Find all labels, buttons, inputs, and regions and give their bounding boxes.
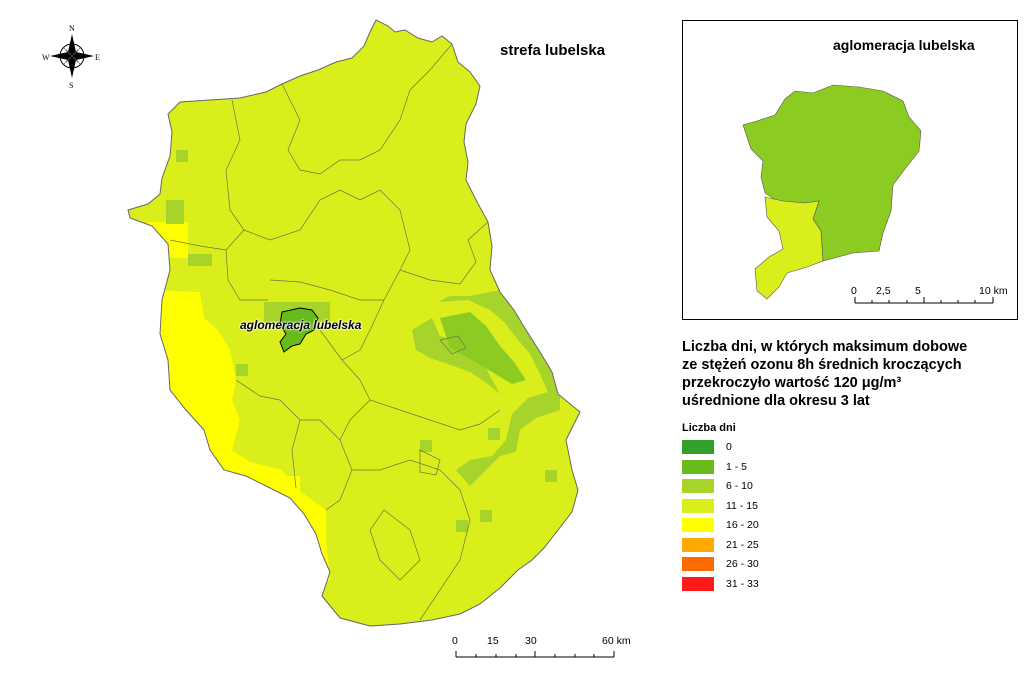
zone-6-10-cell [488, 428, 500, 440]
legend-swatch [682, 440, 714, 454]
legend-label: 11 - 15 [726, 499, 758, 512]
compass-s: S [69, 81, 73, 90]
legend-title-line: Liczba dni, w których maksimum dobowe [682, 339, 968, 355]
legend-label: 26 - 30 [726, 558, 759, 570]
zone-1-5-east [440, 312, 526, 384]
zone-6-10-cell [456, 520, 468, 532]
main-scalebar-tick-60: 60 km [602, 635, 631, 647]
legend-label: 21 - 25 [726, 538, 759, 551]
legend-swatch [682, 557, 714, 571]
legend-label: 6 - 10 [726, 480, 753, 492]
compass-e: E [95, 53, 100, 62]
zone-16-20-cell [270, 476, 300, 490]
legend-title-line: ze stężeń ozonu 8h średnich kroczących [682, 357, 962, 373]
legend-title-line: przekroczyło wartość 120 μg/m³ [682, 375, 902, 391]
compass-n: N [69, 24, 75, 33]
legend-item: 0 [682, 440, 732, 454]
compass-rose-icon [50, 34, 94, 78]
zone-6-10-east [438, 290, 560, 486]
voivodeship-outline [127, 19, 581, 627]
inset-scalebar-tick-10: 10 km [979, 285, 1008, 297]
legend-swatch [682, 518, 714, 532]
legend-item: 6 - 10 [682, 479, 753, 493]
zone-6-10-cell [420, 440, 432, 452]
zone-16-20-cell [148, 222, 188, 258]
main-scalebar-tick-30: 30 [525, 635, 537, 647]
legend-title-line: uśrednione dla okresu 3 lat [682, 393, 870, 409]
legend-swatch [682, 459, 714, 474]
zone-title: strefa lubelska [500, 42, 606, 59]
zone-6-10-cell [176, 150, 188, 162]
inset-map [742, 84, 994, 304]
zone-6-10-cell [480, 510, 492, 522]
legend-subtitle: Liczba dni [682, 422, 736, 434]
legend-swatch [682, 498, 714, 513]
legend-item: 16 - 20 [682, 518, 759, 532]
legend-swatch [682, 576, 714, 591]
inset-scalebar-tick-2-5: 2,5 [876, 285, 891, 297]
main-scalebar-tick-0: 0 [452, 635, 458, 647]
main-map: N S W E [42, 19, 615, 658]
legend-label: 1 - 5 [726, 460, 748, 473]
zone-6-10-cell [545, 470, 557, 482]
city-lublin-area [279, 307, 319, 353]
main-scalebar-tick-15: 15 [487, 635, 499, 647]
inset-scalebar-tick-5: 5 [915, 285, 921, 297]
district-boundaries [169, 43, 501, 621]
legend-label: 16 - 20 [726, 519, 759, 531]
inset-scalebar-tick-0: 0 [851, 285, 857, 297]
zone-6-10-east-2 [412, 318, 500, 394]
legend-label: 0 [726, 441, 732, 453]
inset-zone-1-5 [742, 84, 922, 262]
legend-item: 21 - 25 [682, 537, 759, 552]
main-scalebar [455, 651, 615, 658]
inset-map-frame: aglomeracja lubelska 0 2,5 5 10 km [682, 20, 1018, 320]
legend-swatch [682, 537, 714, 552]
legend-item: 1 - 5 [682, 459, 748, 474]
legend-label: 31 - 33 [726, 577, 759, 590]
compass-w: W [42, 53, 50, 62]
zone-6-10-cell [236, 364, 248, 376]
zone-6-10-cell [188, 254, 212, 266]
zone-6-10-cell [166, 200, 184, 224]
legend-title: Liczba dni, w których maksimum dobowe ze… [682, 338, 1022, 410]
inset-zone-11-15 [754, 196, 824, 300]
legend-item: 31 - 33 [682, 576, 759, 591]
legend-item: 11 - 15 [682, 498, 758, 513]
city-label: aglomeracja lubelska [240, 318, 362, 332]
inset-scalebar [854, 297, 994, 304]
inset-title: aglomeracja lubelska [833, 37, 975, 53]
legend-item: 26 - 30 [682, 557, 759, 571]
legend-swatch [682, 479, 714, 493]
